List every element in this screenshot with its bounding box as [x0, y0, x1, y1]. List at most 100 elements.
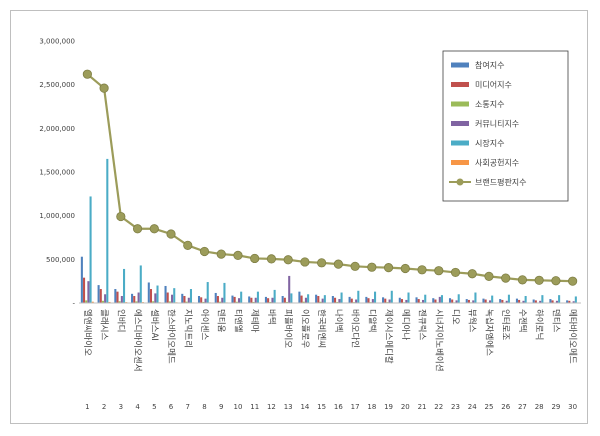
bar-커뮤니티지수-30	[572, 301, 575, 303]
bar-시장지수-22	[440, 295, 444, 303]
bar-시장지수-9	[223, 282, 226, 303]
bar-커뮤니티지수-10	[237, 298, 241, 303]
bar-참여지수-1	[80, 256, 83, 303]
bar-시장지수-11	[256, 291, 259, 303]
x-rank-label: 30	[568, 403, 577, 411]
x-rank-label: 16	[334, 403, 343, 411]
bar-참여지수-9	[214, 292, 217, 303]
legend-swatch	[451, 160, 469, 165]
line-point-7	[183, 240, 193, 250]
bar-미디어지수-26	[501, 299, 504, 303]
x-rank-label: 6	[169, 403, 174, 411]
legend-label: 시장지수	[475, 138, 504, 148]
bar-소통지수-5	[152, 301, 155, 303]
x-category-label: 이오플로우	[299, 309, 310, 348]
y-tick-label: 2,000,000	[39, 125, 75, 133]
line-point-14	[300, 257, 310, 267]
x-rank-label: 26	[501, 403, 510, 411]
bar-미디어지수-4	[133, 296, 136, 303]
line-point-23	[450, 267, 461, 278]
bar-시장지수-10	[240, 291, 243, 303]
bar-커뮤니티지수-13	[288, 275, 291, 303]
bar-시장지수-4	[139, 265, 142, 303]
bar-시장지수-29	[558, 295, 561, 303]
x-rank-label: 9	[219, 403, 223, 411]
bar-미디어지수-3	[116, 291, 119, 303]
x-category-label: 제이시스메디칼	[383, 309, 394, 364]
bar-소통지수-12	[269, 301, 272, 303]
bar-시장지수-26	[507, 294, 510, 303]
bar-소통지수-4	[135, 301, 138, 303]
x-rank-label: 12	[267, 403, 276, 411]
bar-커뮤니티지수-1	[87, 281, 90, 303]
line-point-18	[367, 262, 377, 272]
bar-미디어지수-18	[367, 298, 370, 303]
bar-미디어지수-14	[300, 295, 303, 303]
bar-커뮤니티지수-7	[187, 297, 190, 303]
bar-참여지수-12	[264, 296, 267, 303]
bar-참여지수-26	[499, 299, 502, 303]
bar-사회공헌지수-1	[91, 301, 94, 303]
bar-커뮤니티지수-5	[154, 293, 157, 303]
bar-참여지수-14	[298, 291, 301, 303]
x-category-label: 인터로조	[500, 309, 511, 340]
bar-참여지수-19	[382, 297, 385, 303]
bar-미디어지수-30	[568, 300, 571, 303]
x-rank-label: 8	[202, 403, 206, 411]
legend-marker	[456, 178, 464, 186]
bar-참여지수-28	[532, 299, 535, 303]
x-category-label: 젠큐릭스	[417, 309, 428, 340]
x-category-label: 디오	[450, 309, 460, 325]
x-category-label: 엘앤씨바이오	[82, 309, 93, 356]
bar-시장지수-6	[173, 288, 176, 303]
bar-시장지수-3	[123, 268, 126, 303]
line-point-30	[568, 276, 578, 286]
legend-label: 미디어지수	[475, 80, 512, 90]
bar-커뮤니티지수-15	[321, 298, 324, 303]
bar-커뮤니티지수-23	[455, 300, 458, 303]
bar-커뮤니티지수-21	[422, 299, 425, 303]
bar-시장지수-18	[374, 291, 377, 303]
bar-커뮤니티지수-18	[371, 299, 374, 303]
x-rank-label: 4	[135, 403, 140, 411]
bar-커뮤니티지수-11	[254, 297, 257, 303]
bar-참여지수-30	[566, 300, 569, 303]
bar-소통지수-3	[118, 301, 121, 303]
bar-소통지수-1	[85, 300, 88, 303]
x-rank-label: 5	[152, 403, 156, 411]
bar-참여지수-22	[432, 298, 435, 303]
bar-참여지수-7	[181, 293, 184, 303]
bar-커뮤니티지수-8	[204, 298, 207, 303]
bar-커뮤니티지수-2	[104, 294, 107, 303]
x-category-label: 티앤엘	[232, 309, 243, 333]
bar-시장지수-1	[89, 196, 92, 303]
chart-frame: - 500,000 1,000,000 1,500,000 2,000,000 2,500…	[10, 10, 588, 424]
bar-소통지수-6	[168, 301, 171, 303]
bar-커뮤니티지수-27	[522, 300, 525, 303]
bar-참여지수-15	[315, 294, 318, 303]
bar-시장지수-13	[290, 293, 293, 303]
y-tick-label: 500,000	[46, 256, 75, 264]
line-point-2	[99, 83, 109, 93]
bar-미디어지수-12	[267, 298, 270, 303]
line-point-27	[517, 275, 528, 285]
line-point-10	[233, 250, 243, 260]
bar-커뮤니티지수-28	[539, 300, 542, 303]
bar-시장지수-23	[457, 294, 460, 303]
line-point-8	[199, 246, 210, 257]
x-rank-label: 1	[85, 403, 89, 411]
bar-소통지수-13	[285, 301, 289, 303]
bar-참여지수-23	[448, 298, 452, 303]
bar-미디어지수-17	[350, 298, 353, 303]
bar-커뮤니티지수-4	[137, 292, 140, 303]
y-tick-label: -	[72, 300, 75, 308]
line-point-24	[467, 269, 477, 279]
x-category-label: 메타바이오메드	[567, 309, 578, 364]
bar-참여지수-17	[348, 296, 351, 303]
x-rank-label: 24	[468, 403, 477, 411]
x-rank-label: 17	[351, 403, 360, 411]
bar-시장지수-25	[491, 295, 494, 303]
bar-커뮤니티지수-3	[120, 296, 123, 303]
x-category-label: 덴티스	[550, 309, 560, 333]
x-rank-label: 22	[434, 403, 443, 411]
